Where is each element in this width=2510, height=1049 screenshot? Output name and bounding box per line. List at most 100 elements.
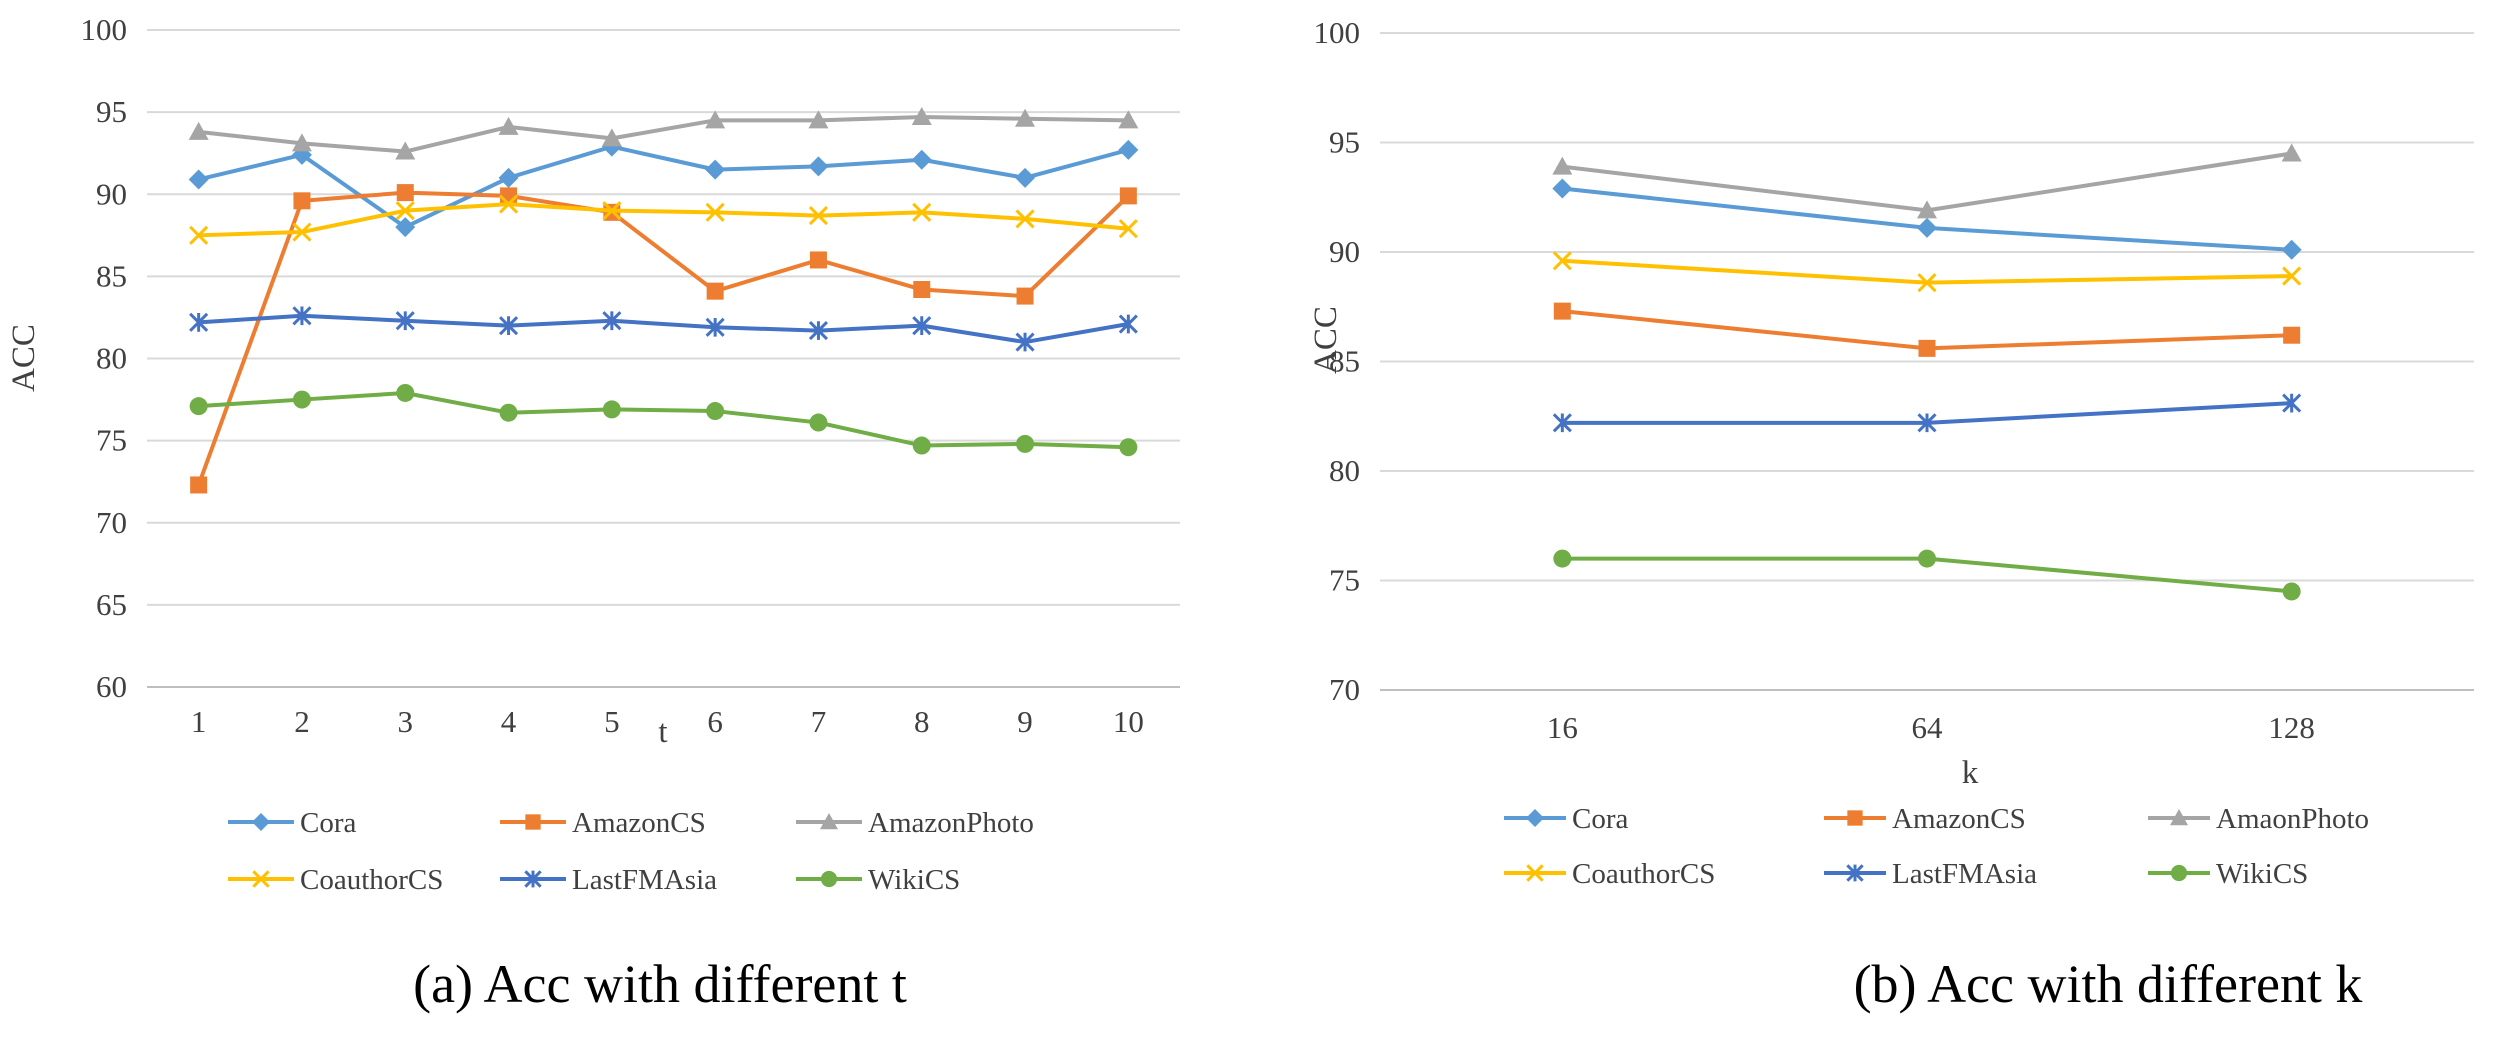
chart-a-point-amazoncs (706, 282, 724, 300)
chart-a-point-lastfmasia (808, 321, 829, 341)
chart-a-line-amazoncs (196, 190, 1130, 486)
chart-b-line-coauthorcs (1562, 258, 2292, 285)
chart-a-point-amazonphoto (705, 110, 726, 129)
chart-b-legend-marker (1847, 810, 1863, 826)
chart-a-legend-item-wikics: WikiCS (796, 864, 960, 896)
chart-b-y-axis-label: ACC (1308, 306, 1344, 374)
chart-b-y-tick-label: 80 (1329, 453, 1360, 488)
chart-a-y-tick-label: 70 (96, 505, 127, 540)
chart-b-series-cora (1552, 178, 2302, 260)
chart-b-legend-marker (1526, 864, 1544, 882)
chart-a-legend-item-lastfmasia: LastFMAsia (500, 864, 717, 896)
chart-a-line-lastfmasia (198, 313, 1129, 345)
chart-b-point-amazoncs (2283, 326, 2301, 344)
chart-a-point-coauthorcs (705, 202, 725, 222)
chart-b-point-cora (1552, 178, 1573, 199)
chart-a-legend-item-amazoncs: AmazonCS (500, 807, 706, 839)
chart-a-legend-label: CoauthorCS (300, 864, 443, 896)
chart-b-legend-item-wikics: WikiCS (2148, 858, 2308, 890)
chart-b-legend-item-amazoncs: AmazonCS (1824, 803, 2026, 835)
chart-b-legend-marker (1846, 864, 1864, 882)
chart-a-x-tick-label: 3 (398, 704, 414, 739)
chart-b-series-wikics (1553, 549, 2301, 601)
chart-a-legend-label: AmazonPhoto (868, 807, 1034, 839)
chart-a-point-wikics (1119, 438, 1138, 457)
chart-b-point-coauthorcs (1552, 251, 1572, 271)
chart-b-point-wikics (1918, 549, 1936, 568)
chart-a-point-amazoncs (500, 187, 518, 205)
chart-a-point-amazonphoto (1015, 108, 1036, 127)
chart-a-point-amazoncs (1016, 287, 1034, 305)
chart-a-legend-label: Cora (300, 807, 357, 839)
chart-a-y-tick-label: 100 (81, 12, 128, 47)
chart-a-point-cora (1015, 167, 1036, 188)
chart-a-point-cora (705, 159, 726, 180)
chart-a-line-coauthorcs (198, 202, 1129, 238)
chart-a-point-lastfmasia (189, 312, 209, 332)
chart-a-acc-vs-t: 60 65 70 75 80 85 90 95 100 1 2 3 4 5 6 7 8 9 10 t ACC Cora Am… (6, 12, 1180, 896)
chart-a-point-amazonphoto (1118, 110, 1139, 129)
chart-b-point-lastfmasia (1917, 413, 1937, 433)
chart-a-point-amazonphoto (498, 116, 519, 135)
chart-b-legend-label: AmazonCS (1892, 803, 2026, 835)
chart-a-point-lastfmasia (705, 317, 725, 337)
chart-a-point-amazonphoto (188, 121, 209, 140)
chart-b-point-amaonphoto (2281, 143, 2302, 162)
chart-b-legend-label: WikiCS (2216, 858, 2308, 890)
chart-a-point-lastfmasia (395, 311, 415, 331)
chart-a-point-coauthorcs (189, 225, 209, 245)
chart-b-point-cora (1917, 217, 1937, 238)
chart-a-point-coauthorcs (912, 202, 932, 222)
chart-b-point-wikics (1553, 549, 1572, 568)
chart-a-legend-item-coauthorcs: CoauthorCS (228, 864, 443, 896)
chart-a-legend-label: AmazonCS (572, 807, 706, 839)
chart-b-y-tick-label: 85 (1329, 344, 1360, 379)
chart-a-y-tick-label: 95 (96, 94, 127, 129)
chart-a-y-tick-label: 60 (96, 669, 127, 704)
chart-a-series-cora (188, 136, 1139, 238)
chart-a-legend-marker (252, 813, 270, 831)
chart-a-y-tick-label: 90 (96, 176, 127, 211)
chart-a-point-amazoncs (1119, 187, 1137, 205)
chart-a-point-wikics (396, 383, 415, 402)
chart-a-legend-marker (820, 813, 838, 830)
chart-a-point-wikics (189, 397, 208, 416)
chart-a-point-coauthorcs (1118, 219, 1138, 239)
chart-b-legend-marker (1526, 809, 1544, 827)
chart-b-y-tick-label: 70 (1329, 672, 1360, 707)
chart-a-point-amazoncs (396, 184, 414, 202)
chart-b-point-amazoncs (1553, 302, 1571, 320)
chart-a-legend-marker (252, 870, 270, 888)
chart-a-x-tick-label: 1 (191, 704, 207, 739)
chart-a-point-coauthorcs (395, 201, 415, 221)
chart-a-point-amazonphoto (808, 110, 829, 129)
chart-a-point-wikics (292, 390, 311, 409)
chart-b-y-tick-label: 100 (1314, 15, 1361, 50)
chart-a-series-wikics (189, 383, 1138, 457)
chart-a-point-wikics (499, 403, 518, 422)
chart-b-legend-item-lastfmasia: LastFMAsia (1824, 858, 2037, 890)
chart-a-point-lastfmasia (498, 316, 519, 336)
chart-a-line-cora (198, 144, 1129, 230)
chart-a-point-cora (188, 169, 209, 190)
chart-b-x-tick-label: 64 (1912, 710, 1944, 745)
chart-a-point-lastfmasia (1118, 314, 1138, 334)
chart-b-legend-label: CoauthorCS (1572, 858, 1715, 890)
chart-b-legend-marker (2170, 864, 2188, 882)
chart-a-point-coauthorcs (1015, 209, 1035, 229)
caption-a: (a) Acc with different t (413, 954, 907, 1014)
chart-a-x-tick-label: 2 (294, 704, 310, 739)
chart-a-y-tick-label: 85 (96, 258, 127, 293)
chart-a-y-axis-label: ACC (6, 324, 42, 392)
chart-a-point-coauthorcs (498, 194, 519, 214)
chart-b-point-amaonphoto (1552, 156, 1573, 175)
chart-b-series-amaonphoto (1552, 143, 2302, 219)
chart-a-series-coauthorcs (189, 194, 1138, 245)
chart-a-x-tick-label: 9 (1017, 704, 1033, 739)
chart-a-x-tick-label: 7 (811, 704, 827, 739)
chart-b-legend-label: Cora (1572, 803, 1629, 835)
chart-a-point-wikics (1016, 434, 1035, 453)
chart-a-point-lastfmasia (602, 311, 622, 331)
chart-a-point-coauthorcs (602, 201, 622, 221)
chart-b-legend-item-amaonphoto: AmaonPhoto (2148, 803, 2369, 835)
